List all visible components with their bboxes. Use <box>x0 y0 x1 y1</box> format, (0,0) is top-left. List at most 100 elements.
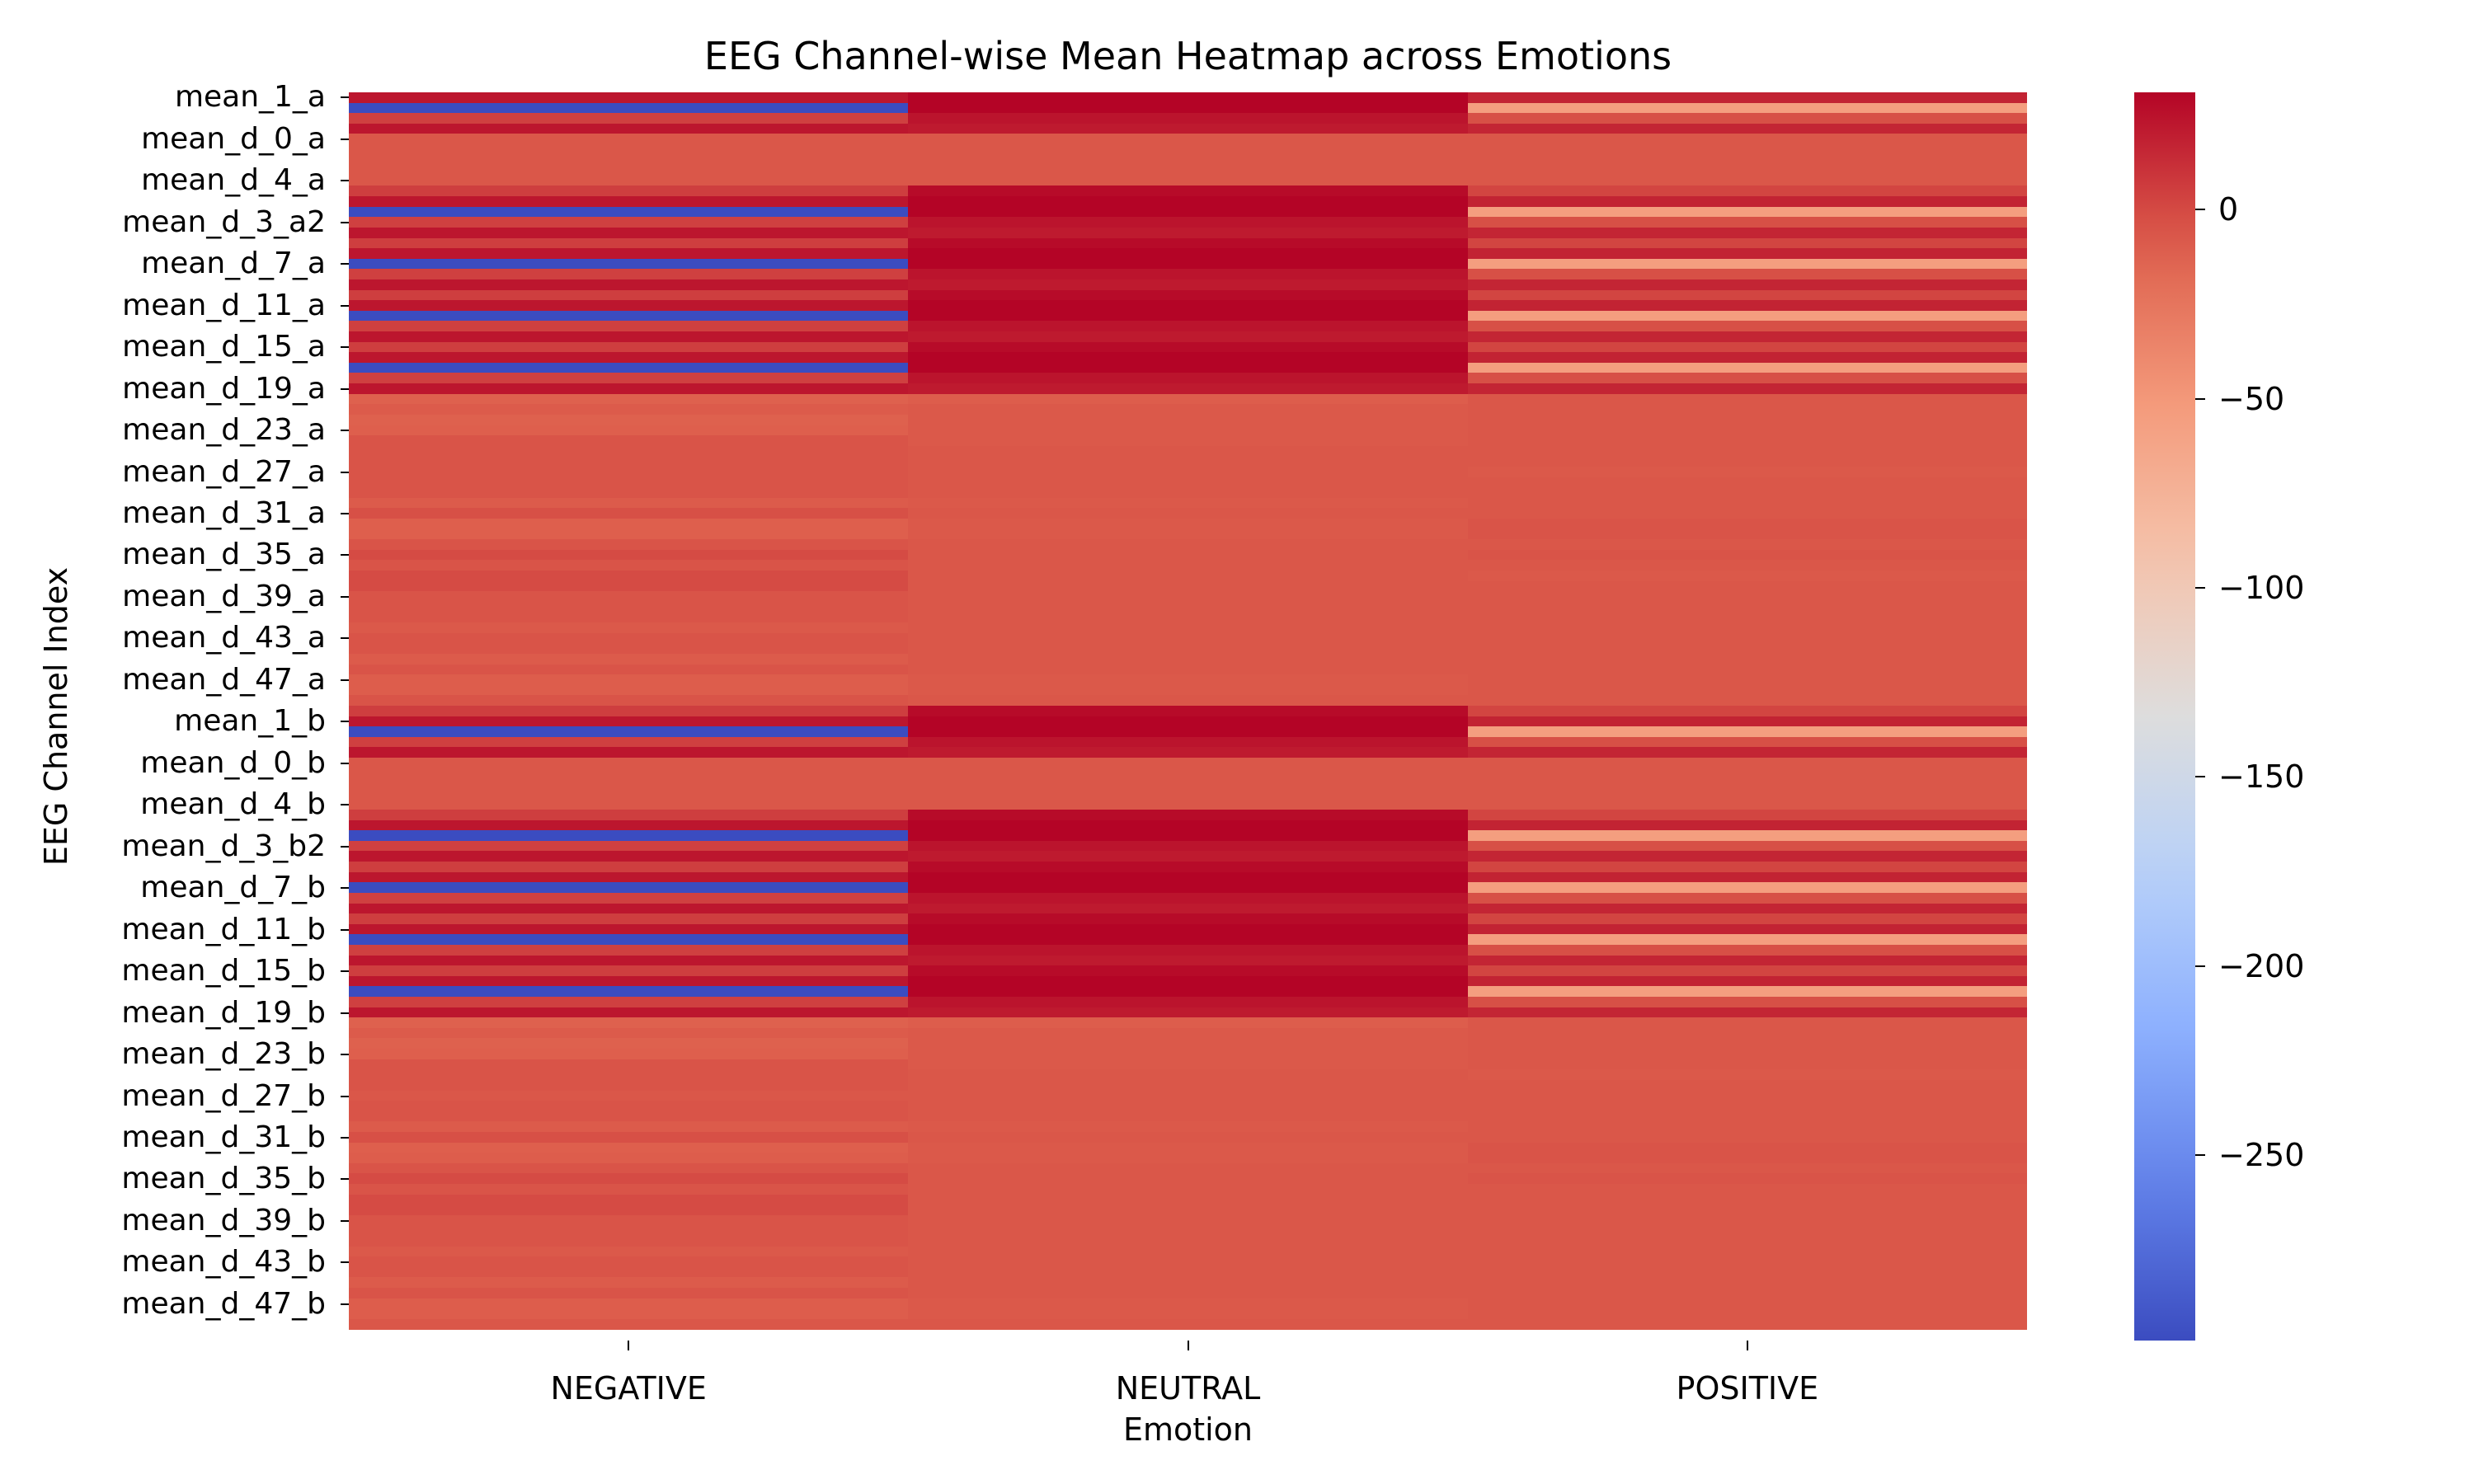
colorbar-tick-mark <box>2195 776 2205 778</box>
heatmap-cell <box>908 560 1468 571</box>
heatmap-cell <box>908 435 1468 446</box>
heatmap-cell <box>349 1069 909 1080</box>
heatmap-row <box>349 1059 2027 1070</box>
heatmap-cell <box>908 1007 1468 1018</box>
heatmap-cell <box>349 819 909 831</box>
heatmap-cell <box>1467 571 2027 581</box>
heatmap-cell <box>349 778 909 789</box>
heatmap-cell <box>349 1111 909 1122</box>
heatmap-cell <box>1467 113 2027 124</box>
heatmap-cell <box>908 466 1468 477</box>
heatmap-cell <box>1467 1090 2027 1101</box>
heatmap-row <box>349 1298 2027 1309</box>
heatmap-cell <box>908 289 1468 301</box>
heatmap-cell <box>1467 362 2027 373</box>
heatmap-cell <box>349 716 909 727</box>
heatmap-cell <box>908 716 1468 727</box>
heatmap-cell <box>908 799 1468 810</box>
colorbar-tick-mark <box>2195 209 2205 211</box>
heatmap-cell <box>349 1131 909 1143</box>
heatmap-row <box>349 923 2027 935</box>
heatmap-cell <box>908 903 1468 914</box>
heatmap-cell <box>908 1038 1468 1050</box>
heatmap-row <box>349 1246 2027 1257</box>
heatmap-row <box>349 819 2027 831</box>
y-tick-mark <box>341 1178 349 1181</box>
heatmap-row <box>349 851 2027 862</box>
heatmap-row <box>349 716 2027 727</box>
heatmap-cell <box>349 144 909 155</box>
heatmap-cell <box>908 92 1468 103</box>
heatmap-row <box>349 1111 2027 1122</box>
heatmap-cell <box>349 684 909 696</box>
y-tick-mark <box>341 845 349 848</box>
heatmap-cell <box>908 882 1468 893</box>
y-tick-label: mean_d_15_a <box>122 330 326 364</box>
heatmap-cell <box>1467 664 2027 675</box>
heatmap-row <box>349 560 2027 571</box>
heatmap-row <box>349 237 2027 249</box>
y-axis-label: EEG Channel Index <box>38 566 74 866</box>
colorbar <box>2134 92 2195 1341</box>
heatmap-cell <box>1467 923 2027 935</box>
heatmap-cell <box>1467 123 2027 134</box>
heatmap-cell <box>908 165 1468 176</box>
heatmap-cell <box>1467 1183 2027 1195</box>
y-tick-label: mean_d_31_b <box>121 1120 326 1154</box>
colorbar-tick-label: −250 <box>2218 1137 2305 1174</box>
heatmap-cell <box>1467 601 2027 613</box>
heatmap-cell <box>1467 944 2027 956</box>
heatmap-cell <box>1467 321 2027 332</box>
heatmap-row <box>349 1142 2027 1153</box>
heatmap-cell <box>1467 144 2027 155</box>
y-tick-label: mean_d_43_b <box>121 1245 326 1280</box>
heatmap-cell <box>349 1101 909 1111</box>
heatmap-cell <box>1467 186 2027 197</box>
heatmap-cell <box>1467 986 2027 998</box>
heatmap-cell <box>1467 684 2027 696</box>
heatmap-cell <box>349 903 909 914</box>
heatmap-cell <box>908 1090 1468 1101</box>
heatmap-cell <box>908 393 1468 405</box>
heatmap-row <box>349 466 2027 477</box>
heatmap-cell <box>908 601 1468 613</box>
heatmap-cell <box>908 862 1468 872</box>
heatmap-row <box>349 580 2027 592</box>
heatmap-row <box>349 571 2027 581</box>
heatmap-cell <box>1467 819 2027 831</box>
heatmap-cell <box>349 758 909 768</box>
heatmap-cell <box>908 975 1468 987</box>
heatmap-cell <box>349 1183 909 1195</box>
heatmap-cell <box>908 674 1468 685</box>
heatmap-cell <box>349 227 909 238</box>
heatmap-cell <box>349 1194 909 1205</box>
heatmap-cell <box>908 269 1468 279</box>
heatmap-row <box>349 622 2027 633</box>
heatmap-row <box>349 383 2027 394</box>
heatmap-cell <box>908 840 1468 852</box>
heatmap-row <box>349 289 2027 301</box>
heatmap-row <box>349 758 2027 768</box>
heatmap-cell <box>908 1277 1468 1289</box>
heatmap-cell <box>349 196 909 207</box>
heatmap-cell <box>1467 810 2027 820</box>
heatmap-row <box>349 1027 2027 1039</box>
heatmap-cell <box>908 1256 1468 1267</box>
heatmap-cell <box>1467 1153 2027 1163</box>
heatmap-cell <box>908 123 1468 134</box>
heatmap-cell <box>1467 1069 2027 1080</box>
heatmap-cell <box>908 175 1468 186</box>
heatmap-cell <box>1467 456 2027 467</box>
heatmap-row <box>349 1017 2027 1028</box>
heatmap-cell <box>908 248 1468 259</box>
heatmap-cell <box>1467 580 2027 592</box>
heatmap-row <box>349 248 2027 259</box>
heatmap-row <box>349 653 2027 665</box>
heatmap-cell <box>1467 871 2027 883</box>
heatmap-cell <box>908 653 1468 665</box>
heatmap-row <box>349 1256 2027 1267</box>
heatmap-cell <box>1467 799 2027 810</box>
heatmap-row <box>349 352 2027 363</box>
heatmap-row <box>349 549 2027 561</box>
heatmap-row <box>349 528 2027 540</box>
